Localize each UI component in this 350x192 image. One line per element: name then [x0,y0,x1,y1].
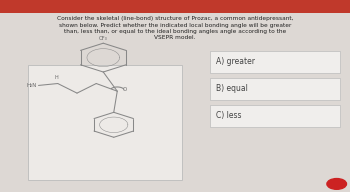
Text: H: H [54,75,58,80]
Bar [210,51,340,73]
Text: A) greater: A) greater [216,57,255,66]
Bar [210,105,340,127]
Text: B) equal: B) equal [216,84,248,93]
Bar [210,78,340,100]
Text: Consider the skeletal (line-bond) structure of Prozac, a common antidepressant,
: Consider the skeletal (line-bond) struct… [57,16,293,40]
Text: O: O [122,87,127,92]
Text: C) less: C) less [216,111,242,120]
Bar [28,65,182,180]
Text: H₂N: H₂N [26,83,37,88]
Circle shape [327,179,346,189]
Text: CF₃: CF₃ [99,36,108,41]
Bar [0,0,350,13]
